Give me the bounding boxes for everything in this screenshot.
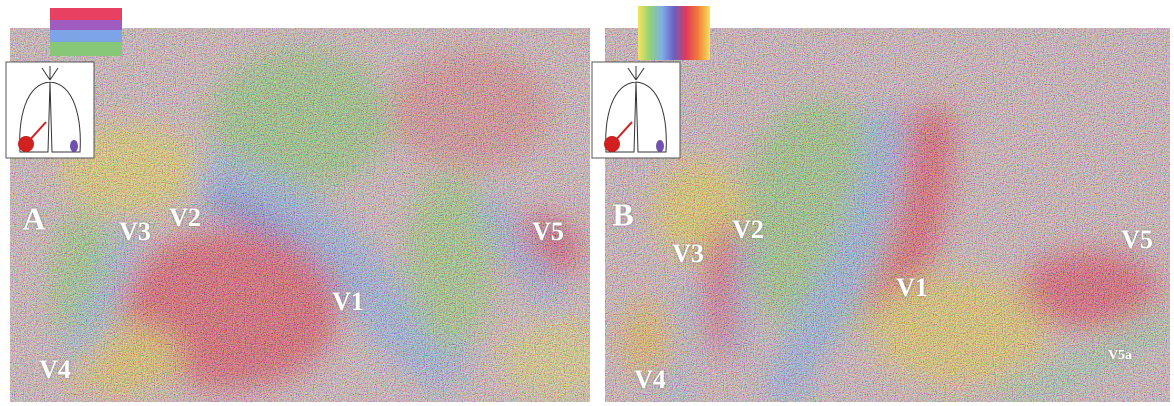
- page: {"panels": [ {"label": "A", "areas": ["V…: [0, 0, 1174, 406]
- area-label: V3: [672, 239, 704, 268]
- area-label: V5: [532, 217, 564, 246]
- area-label: V2: [169, 203, 201, 232]
- area-label: V4: [39, 355, 71, 384]
- area-label: V1: [332, 287, 364, 316]
- panel-a-map: [10, 28, 620, 402]
- area-label: V3: [119, 217, 151, 246]
- area-label: V5: [1121, 225, 1153, 254]
- panel-b-map: [605, 28, 1170, 402]
- brain-icon-a: [6, 62, 94, 158]
- panel-label: A: [22, 200, 45, 236]
- color-key-b: [638, 6, 710, 60]
- color-key-a: [50, 8, 122, 56]
- brain-icon-b: [592, 62, 680, 158]
- area-label: V5a: [1108, 348, 1132, 363]
- area-label: V2: [732, 215, 764, 244]
- area-label: V1: [896, 273, 928, 302]
- panel-label: B: [612, 196, 633, 232]
- figure: A V3 V2 V1 V5 V4 B V3 V2 V1 V5 V4 V5a: [0, 0, 1174, 406]
- area-label: V4: [634, 365, 666, 394]
